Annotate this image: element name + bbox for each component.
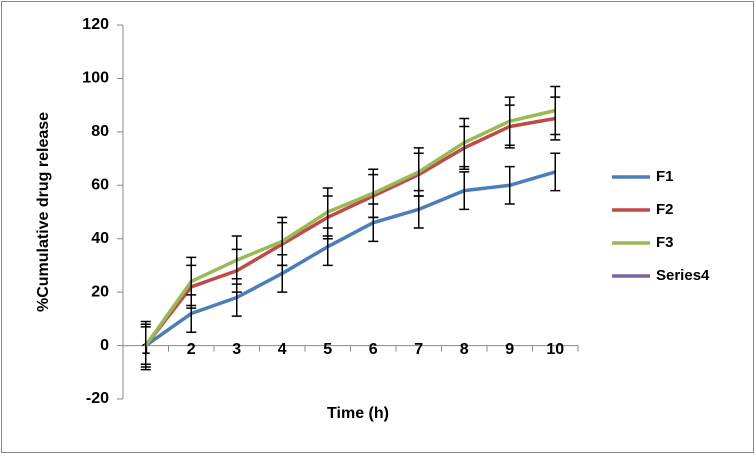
error-bar bbox=[550, 152, 561, 192]
error-bar bbox=[504, 96, 515, 146]
error-bar bbox=[550, 85, 561, 136]
x-tick-label: 3 bbox=[232, 341, 241, 358]
series-line bbox=[144, 108, 556, 347]
error-bar bbox=[277, 216, 288, 267]
y-tick-label: 20 bbox=[91, 283, 109, 300]
x-tick-label: 8 bbox=[460, 341, 469, 358]
error-bar bbox=[322, 187, 333, 237]
legend-label: F1 bbox=[656, 168, 674, 185]
y-axis-title: %Cumulative drug release bbox=[35, 112, 52, 312]
y-tick-label: 60 bbox=[91, 177, 109, 194]
error-bar bbox=[231, 235, 242, 285]
y-tick-label: 80 bbox=[91, 123, 109, 140]
x-tick-label: 10 bbox=[546, 341, 564, 358]
y-tick-label: 40 bbox=[91, 230, 109, 247]
y-tick-label: 120 bbox=[82, 16, 109, 33]
x-axis-title: Time (h) bbox=[327, 405, 389, 422]
legend-label: F2 bbox=[656, 201, 674, 218]
x-tick-label: 5 bbox=[323, 341, 332, 358]
legend-label: F3 bbox=[656, 234, 674, 251]
y-tick-label: 0 bbox=[100, 337, 109, 354]
error-bar bbox=[368, 168, 379, 219]
y-tick-label: 100 bbox=[82, 70, 109, 87]
x-tick-label: 6 bbox=[369, 341, 378, 358]
error-bar bbox=[186, 256, 197, 307]
error-bar bbox=[140, 320, 151, 371]
x-tick-label: 7 bbox=[414, 341, 423, 358]
x-tick-label: 9 bbox=[505, 341, 514, 358]
legend-label: Series4 bbox=[656, 267, 710, 284]
error-bar bbox=[459, 117, 470, 168]
error-bar bbox=[504, 165, 515, 205]
error-bar bbox=[413, 147, 424, 197]
x-tick-label: 4 bbox=[278, 341, 287, 358]
series-line bbox=[144, 116, 556, 347]
x-tick-label: 2 bbox=[187, 341, 196, 358]
series-line bbox=[144, 170, 556, 348]
y-tick-label: -20 bbox=[86, 390, 109, 407]
error-bar bbox=[459, 171, 470, 211]
